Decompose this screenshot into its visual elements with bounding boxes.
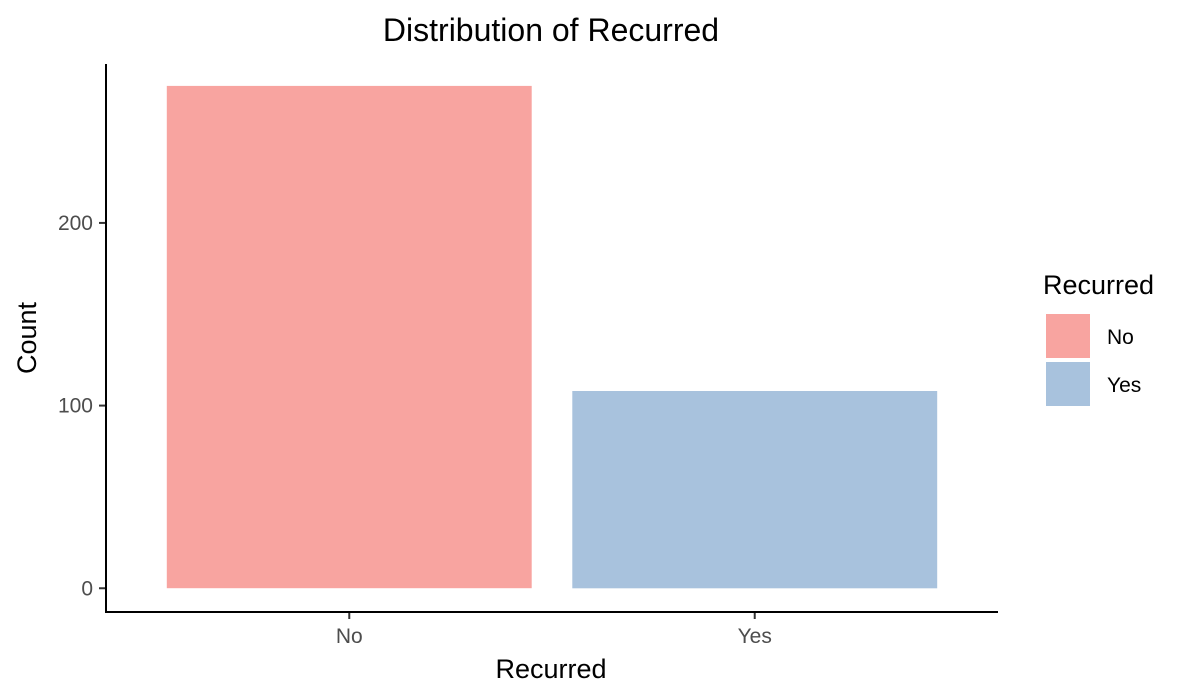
legend: Recurred No Yes (1043, 270, 1154, 406)
bar-no (166, 85, 532, 589)
y-axis-title: Count (12, 301, 42, 374)
y-tick-label: 0 (81, 577, 93, 600)
legend-label: No (1107, 326, 1134, 349)
legend-entries: No Yes (1046, 314, 1141, 406)
bars-layer (166, 85, 938, 589)
legend-title: Recurred (1043, 270, 1154, 300)
legend-key-yes (1046, 362, 1090, 406)
legend-label: Yes (1107, 374, 1141, 397)
legend-key-no (1046, 314, 1090, 358)
x-tick-label: No (336, 625, 363, 648)
x-ticks-layer: No Yes (336, 612, 772, 648)
y-ticks-layer: 0 100 200 (58, 212, 106, 600)
x-axis-title: Recurred (495, 654, 606, 684)
y-tick-label: 100 (58, 395, 93, 418)
y-tick-label: 200 (58, 212, 93, 235)
chart-title: Distribution of Recurred (383, 12, 719, 48)
bar-yes (572, 391, 938, 589)
x-tick-label: Yes (738, 625, 772, 648)
